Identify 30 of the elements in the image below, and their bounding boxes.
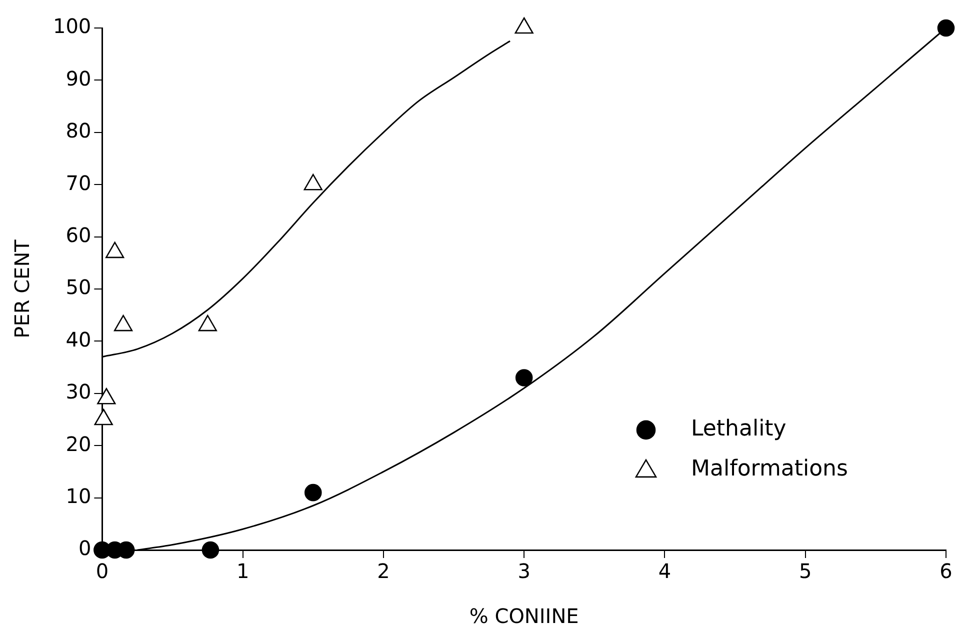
legend-label: Lethality [691, 416, 786, 442]
y-tick-label: 30 [66, 380, 92, 404]
y-tick-label: 70 [66, 170, 92, 195]
point [304, 484, 322, 502]
y-axis-title: PER CENT [10, 238, 34, 338]
y-tick-label: 20 [66, 432, 92, 456]
point [304, 174, 322, 190]
y-tick-label: 40 [66, 327, 92, 352]
y-tick-label: 10 [66, 484, 92, 508]
y-tick-label: 90 [66, 66, 92, 90]
y-tick-label: 0 [78, 536, 92, 560]
y-tick-label: 60 [66, 223, 92, 248]
point [514, 17, 534, 34]
point [515, 369, 533, 386]
x-tick-label: 1 [236, 559, 250, 584]
x-tick-label: 5 [798, 559, 812, 584]
legend-label: Malformations [691, 456, 848, 482]
x-tick-label: 3 [518, 559, 530, 584]
x-tick-label: 4 [658, 559, 672, 584]
x-axis-title: % CONIINE [469, 604, 579, 628]
y-tick-label: 100 [52, 14, 92, 38]
point [198, 314, 217, 332]
point [114, 314, 133, 332]
point [106, 242, 124, 258]
point [202, 541, 220, 559]
x-tick-label: 6 [940, 559, 952, 584]
x-tick-label: 2 [377, 559, 390, 584]
y-tick-label: 80 [66, 118, 92, 143]
y-tick-label: 50 [66, 275, 92, 300]
x-tick-label: 0 [96, 559, 109, 584]
